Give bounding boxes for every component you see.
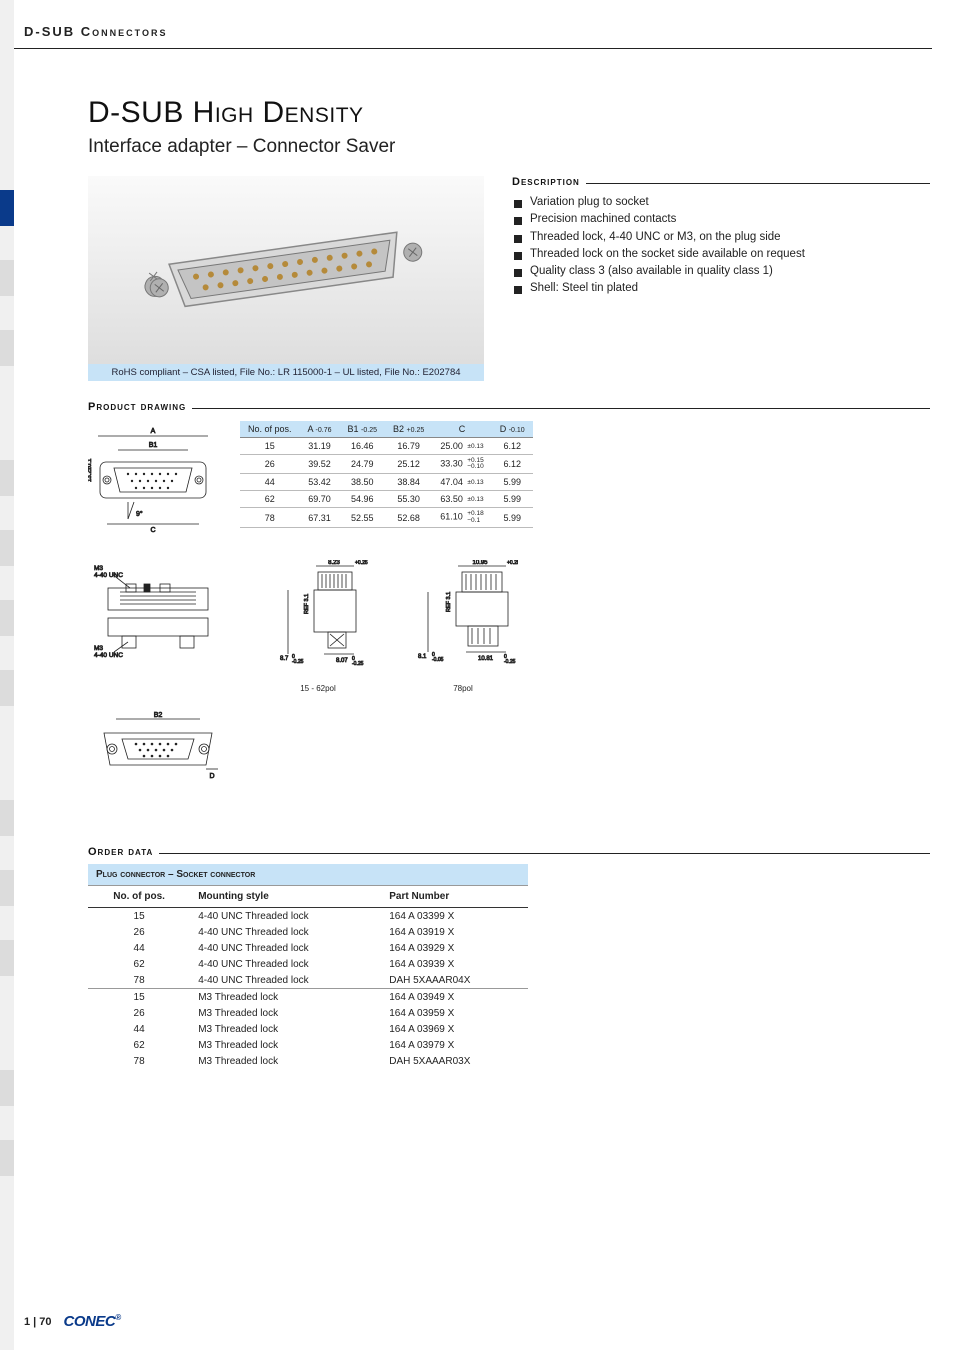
- desc-item: Precision machined contacts: [512, 211, 930, 228]
- svg-text:+0.25: +0.25: [355, 560, 368, 566]
- svg-text:13.2±0.1: 13.2±0.1: [88, 458, 93, 482]
- order-row: 444-40 UNC Threaded lock164 A 03929 X: [88, 940, 528, 956]
- drawing-socket-front: B2 D: [88, 711, 930, 786]
- dims-row: 7867.3152.5552.6861.10 +0.18−0.15.99: [240, 508, 533, 527]
- order-row: 62M3 Threaded lock164 A 03979 X: [88, 1037, 528, 1053]
- hero-caption: RoHS compliant – CSA listed, File No.: L…: [88, 364, 484, 381]
- dims-col: No. of pos.: [240, 421, 300, 438]
- svg-text:-0.05: -0.05: [432, 657, 444, 663]
- order-table: Plug connector – Socket connector No. of…: [88, 864, 528, 1069]
- left-rail: [0, 0, 14, 1350]
- section-order-data: Order data: [88, 846, 930, 858]
- dims-col: B1 -0.25: [340, 421, 385, 438]
- svg-text:10.95: 10.95: [472, 560, 488, 566]
- drawing-top-view: A B1 13.2±0.1 9°: [88, 421, 218, 536]
- svg-text:B2: B2: [154, 712, 163, 719]
- drawing-profile-2: 10.95+0.25 REF 3.1 10.810-0.25 8.10-0.05…: [408, 560, 518, 693]
- desc-item: Quality class 3 (also available in quali…: [512, 263, 930, 280]
- section-description: Description: [512, 176, 930, 188]
- svg-text:D: D: [209, 773, 214, 780]
- svg-text:8.7: 8.7: [280, 656, 289, 662]
- svg-text:A: A: [151, 428, 156, 435]
- description-list: Variation plug to socket Precision machi…: [512, 194, 930, 298]
- section-product-drawing: Product drawing: [88, 401, 930, 413]
- hero-image: [88, 176, 484, 364]
- order-group-header: Plug connector – Socket connector: [88, 864, 528, 886]
- svg-text:8.23: 8.23: [328, 560, 340, 566]
- svg-text:8.1: 8.1: [418, 654, 427, 660]
- footer: 1 | 70 CONEC®: [24, 1313, 121, 1330]
- dims-row: 1531.1916.4616.7925.00 ±0.136.12: [240, 438, 533, 455]
- order-col-pos: No. of pos.: [88, 886, 190, 908]
- svg-text:10.81: 10.81: [478, 656, 494, 662]
- svg-text:C: C: [150, 527, 155, 534]
- dims-col: C: [432, 421, 491, 438]
- logo: CONEC®: [64, 1313, 121, 1330]
- svg-text:M3: M3: [94, 645, 103, 652]
- order-row: 44M3 Threaded lock164 A 03969 X: [88, 1021, 528, 1037]
- desc-item: Threaded lock, 4-40 UNC or M3, on the pl…: [512, 229, 930, 246]
- order-row: 624-40 UNC Threaded lock164 A 03939 X: [88, 956, 528, 972]
- svg-text:REF 3.1: REF 3.1: [304, 594, 310, 614]
- svg-text:-0.25: -0.25: [504, 659, 516, 665]
- order-row: 784-40 UNC Threaded lockDAH 5XAAAR04X: [88, 972, 528, 989]
- svg-text:+0.25: +0.25: [507, 560, 518, 566]
- svg-text:-0.25: -0.25: [352, 661, 364, 667]
- order-col-part: Part Number: [381, 886, 528, 908]
- page-number: 1 | 70: [24, 1316, 52, 1328]
- dims-col: D -0.10: [492, 421, 533, 438]
- svg-text:8.07: 8.07: [336, 658, 348, 664]
- desc-item: Variation plug to socket: [512, 194, 930, 211]
- drawing-side-thread: M34-40 UNC M34-40 UNC: [88, 560, 228, 670]
- order-row: 264-40 UNC Threaded lock164 A 03919 X: [88, 924, 528, 940]
- svg-text:-0.25: -0.25: [292, 659, 304, 665]
- svg-text:M3: M3: [94, 565, 103, 572]
- dims-row: 2639.5224.7925.1233.30 +0.15−0.106.12: [240, 455, 533, 474]
- dims-row: 6269.7054.9655.3063.50 ±0.135.99: [240, 491, 533, 508]
- dimensions-table: No. of pos.A -0.76B1 -0.25B2 +0.25CD -0.…: [240, 421, 533, 528]
- page-header: D-SUB Connectors: [24, 24, 168, 39]
- desc-item: Threaded lock on the socket side availab…: [512, 246, 930, 263]
- svg-text:9°: 9°: [136, 510, 143, 518]
- svg-text:REF 3.1: REF 3.1: [446, 592, 452, 612]
- order-row: 154-40 UNC Threaded lock164 A 03399 X: [88, 908, 528, 925]
- svg-text:4-40 UNC: 4-40 UNC: [94, 572, 123, 579]
- order-row: 26M3 Threaded lock164 A 03959 X: [88, 1005, 528, 1021]
- order-row: 15M3 Threaded lock164 A 03949 X: [88, 989, 528, 1006]
- header-rule: [14, 48, 932, 49]
- dims-col: B2 +0.25: [385, 421, 432, 438]
- drawing-profile-1: 8.23+0.25 REF 3.1 8.070-0.25 8.70-0.25 1…: [268, 560, 368, 693]
- desc-item: Shell: Steel tin plated: [512, 280, 930, 297]
- order-col-mount: Mounting style: [190, 886, 381, 908]
- svg-text:B1: B1: [149, 442, 158, 449]
- page-title: D-SUB High Density: [88, 96, 930, 130]
- dims-row: 4453.4238.5038.8447.04 ±0.135.99: [240, 474, 533, 491]
- dims-col: A -0.76: [300, 421, 340, 438]
- order-row: 78M3 Threaded lockDAH 5XAAAR03X: [88, 1053, 528, 1069]
- svg-text:4-40 UNC: 4-40 UNC: [94, 652, 123, 659]
- page-subtitle: Interface adapter – Connector Saver: [88, 136, 930, 158]
